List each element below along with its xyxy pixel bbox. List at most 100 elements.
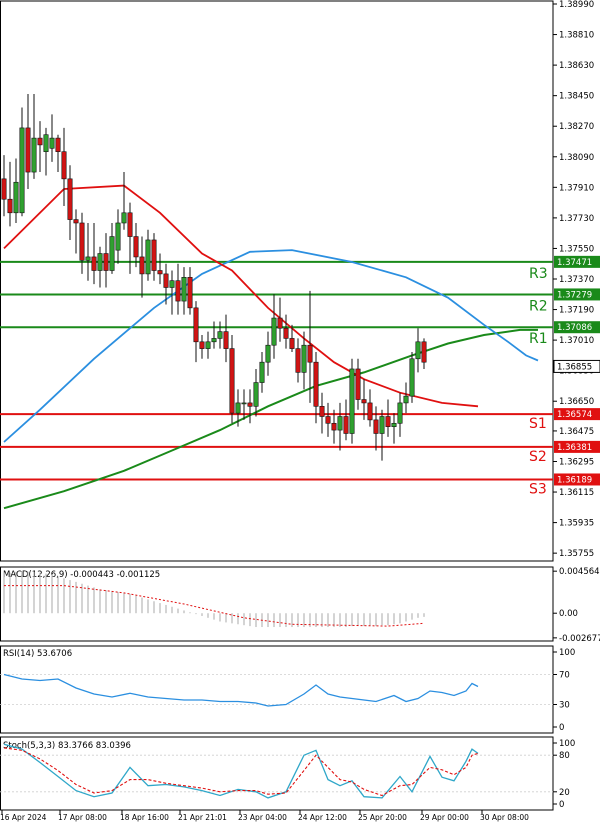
candle-bear	[319, 406, 325, 417]
candle-bull	[409, 358, 415, 397]
candle-bear	[367, 402, 373, 421]
rsi-pane-frame	[0, 645, 554, 734]
candle-bear	[151, 239, 157, 271]
candle-bear	[343, 416, 349, 434]
macd-pane-frame	[0, 566, 554, 642]
y-tick-label: 1.37010	[559, 336, 594, 346]
candle-bull	[49, 137, 55, 149]
y-tick-label: 1.36295	[559, 457, 594, 467]
candle-bear	[25, 127, 31, 173]
candle-bear	[361, 399, 367, 404]
ma-blue-line	[3, 249, 539, 443]
candle-bull	[211, 338, 217, 343]
candle-bull	[121, 212, 127, 224]
candle-bear	[325, 416, 331, 424]
candle-bull	[337, 416, 343, 431]
candle-bull	[379, 416, 385, 434]
candle-bull	[349, 368, 355, 434]
candle-bull	[217, 331, 223, 339]
x-tick-label: 17 Apr 08:00	[58, 813, 107, 822]
stoch-y-tick-label: 80	[559, 751, 570, 761]
y-tick-label: 1.35755	[559, 549, 594, 559]
candle-bear	[229, 348, 235, 414]
level-price-box-r2	[554, 288, 600, 301]
y-tick-label: 1.38630	[559, 61, 594, 71]
rsi-label: RSI(14) 53.6706	[3, 649, 72, 659]
candle-bull	[259, 361, 265, 383]
candle-bear	[277, 317, 283, 329]
x-tick-label: 29 Apr 00:00	[420, 813, 469, 822]
candle-bull	[415, 341, 421, 360]
ma-red-line	[3, 184, 479, 408]
y-tick-label: 1.37190	[559, 306, 594, 316]
candle-bull	[85, 256, 91, 261]
rsi-y-tick-label: 100	[559, 648, 575, 658]
candle-bull	[43, 134, 49, 152]
candle-bear	[331, 422, 337, 431]
candle-bear	[385, 416, 391, 427]
candle-bull	[403, 395, 409, 404]
candle-bear	[283, 327, 289, 339]
y-tick-label: 1.35935	[559, 519, 594, 529]
y-tick-label: 1.37370	[559, 275, 594, 285]
level-price-box-r3	[554, 255, 600, 268]
level-price-label-s2: 1.36381	[557, 443, 592, 453]
candle-bear	[1, 178, 7, 200]
level-tag-r2: R2	[529, 298, 548, 314]
stoch-label: Stoch(5,3,3) 83.3766 83.0396	[3, 741, 131, 751]
candle-bear	[55, 137, 61, 152]
y-tick-label: 1.37550	[559, 244, 594, 254]
candle-bull	[253, 382, 259, 407]
candle-bear	[307, 344, 313, 363]
candle-bear	[199, 341, 205, 349]
candle-bull	[205, 341, 211, 349]
y-tick-label: 1.37730	[559, 214, 594, 224]
candle-bull	[397, 402, 403, 424]
level-price-label-s1: 1.36574	[557, 410, 592, 420]
candle-bear	[193, 307, 199, 343]
level-price-label-r1: 1.37086	[557, 323, 592, 333]
main-pane-frame	[0, 0, 554, 562]
level-price-label-s3: 1.36189	[557, 475, 592, 485]
candle-bull	[145, 239, 151, 275]
x-tick-label: 21 Apr 21:01	[178, 813, 227, 822]
candle-bear	[373, 419, 379, 434]
stoch-pane-frame	[0, 736, 554, 811]
candle-bear	[61, 151, 67, 180]
stoch-k-line	[3, 743, 479, 799]
candle-bull	[115, 222, 121, 251]
candle-bear	[127, 212, 133, 237]
rsi-y-tick-label: 0	[559, 723, 564, 733]
macd-signal-line	[4, 585, 425, 627]
candle-bear	[355, 368, 361, 400]
candle-bull	[181, 277, 187, 302]
candle-bull	[391, 422, 397, 427]
y-tick-label: 1.36115	[559, 488, 594, 498]
level-tag-r1: R1	[529, 331, 548, 347]
x-tick-label: 24 Apr 12:00	[298, 813, 347, 822]
candle-bear	[7, 198, 13, 214]
candle-bull	[265, 344, 271, 363]
stoch-y-tick-label: 100	[559, 739, 575, 749]
candle-bull	[271, 317, 277, 346]
candle-bear	[139, 256, 145, 275]
y-tick-label: 1.36475	[559, 427, 594, 437]
x-tick-label: 18 Apr 16:00	[120, 813, 169, 822]
candle-bull	[109, 236, 115, 271]
candle-bull	[301, 344, 307, 373]
candle-bear	[163, 273, 169, 288]
level-price-box-s2	[554, 440, 600, 453]
stoch-d-line	[3, 747, 479, 797]
candle-bull	[241, 402, 247, 405]
current-price-label: 1.36855	[557, 362, 592, 372]
candle-bear	[421, 341, 427, 363]
macd-y-tick-label: 0.00	[559, 609, 578, 619]
candle-bull	[31, 137, 37, 173]
x-tick-label: 23 Apr 04:00	[238, 813, 287, 822]
candle-bear	[223, 331, 229, 349]
level-tag-r3: R3	[529, 266, 548, 282]
ma-green-line	[3, 328, 538, 510]
stoch-y-tick-label: 20	[559, 788, 570, 798]
x-tick-label: 30 Apr 08:00	[480, 813, 529, 822]
